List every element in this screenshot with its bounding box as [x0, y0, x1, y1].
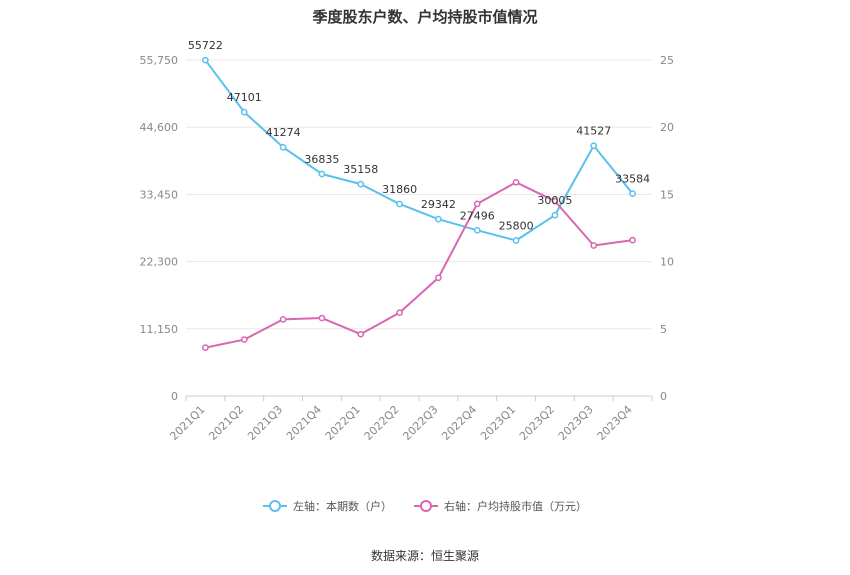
series-point-0 — [551, 211, 559, 219]
legend-label-right: 右轴：户均持股市值（万元） — [444, 500, 587, 513]
x-tick-label: 2023Q1 — [478, 403, 518, 443]
y-left-tick-label: 11,150 — [140, 323, 179, 336]
chart-title: 季度股东户数、户均持股市值情况 — [312, 8, 538, 26]
series-point-0 — [473, 226, 481, 234]
x-tick-label: 2023Q2 — [517, 403, 557, 443]
series-point-1 — [396, 309, 403, 317]
data-label: 31860 — [382, 183, 417, 196]
y-left-tick-label: 0 — [171, 390, 178, 403]
series-point-0 — [240, 108, 248, 116]
legend-label-left: 左轴：本期数（户） — [293, 500, 392, 513]
data-label: 41527 — [576, 125, 611, 138]
series-point-1 — [202, 344, 209, 351]
legend-item-left[interactable]: 左轴：本期数（户） — [263, 498, 392, 514]
series-point-0 — [318, 170, 326, 178]
data-label: 47101 — [227, 91, 262, 104]
data-label: 25800 — [499, 220, 534, 233]
y-right-tick-label: 10 — [660, 256, 674, 269]
data-label: 35158 — [343, 163, 378, 176]
legend-item-right[interactable]: 右轴：户均持股市值（万元） — [414, 498, 587, 514]
x-tick-label: 2023Q4 — [595, 403, 635, 443]
series-point-0 — [590, 142, 598, 150]
data-label: 29342 — [421, 198, 456, 211]
x-tick-label: 2022Q1 — [323, 403, 363, 443]
x-tick-label: 2023Q3 — [556, 403, 596, 443]
y-right-tick-label: 20 — [660, 121, 674, 134]
series-point-1 — [551, 197, 559, 205]
series-point-0 — [512, 237, 520, 244]
y-left-tick-label: 22,300 — [140, 256, 179, 269]
series-point-1 — [512, 178, 520, 186]
x-tick-label: 2022Q4 — [439, 403, 479, 443]
legend-marker-icon — [263, 500, 287, 512]
series-line-0 — [204, 59, 634, 242]
series-point-0 — [202, 56, 209, 64]
data-label: 41274 — [266, 126, 301, 139]
x-tick-label: 2022Q2 — [362, 403, 402, 443]
y-right-tick-label: 5 — [660, 323, 667, 336]
x-tick-label: 2021Q1 — [167, 403, 207, 443]
series-point-1 — [240, 336, 248, 343]
data-label: 36835 — [304, 153, 339, 166]
series-point-0 — [629, 190, 636, 197]
y-left-tick-label: 55,750 — [140, 54, 179, 67]
series-point-0 — [357, 180, 365, 188]
y-left-tick-label: 33,450 — [140, 188, 179, 201]
legend: 左轴：本期数（户） 右轴：户均持股市值（万元） — [0, 498, 850, 514]
data-label: 55722 — [188, 39, 223, 52]
legend-marker-icon — [414, 500, 438, 512]
series-point-1 — [279, 316, 287, 323]
series-line-1 — [205, 181, 633, 349]
y-left-tick-label: 44,600 — [140, 121, 179, 134]
data-labels: 55722 47101 41274 36835 35158 31860 29342 27496… — [188, 39, 650, 232]
series-point-1 — [357, 330, 365, 338]
data-label: 33584 — [615, 173, 650, 186]
y-right-tick-label: 0 — [660, 390, 667, 403]
x-tick-label: 2021Q4 — [284, 403, 324, 443]
series-point-0 — [279, 143, 287, 151]
x-tick-label: 2022Q3 — [400, 403, 440, 443]
series-point-1 — [629, 236, 636, 244]
series-point-1 — [318, 314, 326, 322]
series-point-1 — [590, 242, 598, 249]
data-label: 27496 — [460, 209, 495, 222]
series-point-1 — [435, 274, 442, 282]
series-point-1 — [473, 200, 481, 208]
y-right-tick-label: 15 — [660, 188, 674, 201]
x-tick-label: 2021Q2 — [206, 403, 246, 443]
y-right-tick-label: 25 — [660, 54, 674, 67]
data-source: 数据来源：恒生聚源 — [370, 549, 479, 563]
series-point-0 — [396, 200, 403, 208]
x-tick-label: 2021Q3 — [245, 403, 285, 443]
series-point-0 — [435, 215, 442, 223]
series-lines — [202, 56, 636, 351]
data-label: 30005 — [537, 194, 572, 207]
grid-lines — [186, 59, 652, 397]
